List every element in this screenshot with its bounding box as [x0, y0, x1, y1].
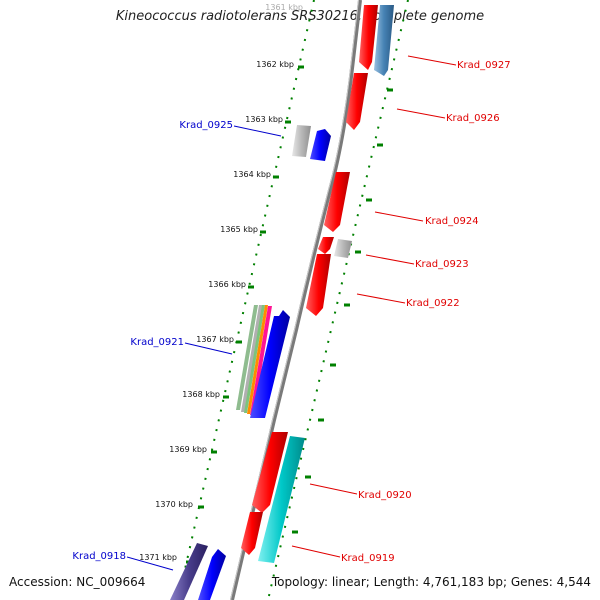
gene-arrow[interactable] — [198, 549, 226, 600]
gene-arrow[interactable] — [318, 237, 334, 254]
gene-arrow[interactable] — [236, 305, 258, 410]
gene-arrow[interactable] — [244, 305, 265, 413]
gene-arrow[interactable] — [247, 305, 268, 414]
minus-strand-genes — [170, 125, 331, 600]
scale-label: 1370 kbp — [155, 500, 193, 509]
gene-label[interactable]: Krad_0919 — [341, 553, 395, 564]
gene-arrow[interactable] — [334, 239, 352, 258]
scale-label: 1363 kbp — [245, 115, 283, 124]
scale-label: 1369 kbp — [169, 445, 207, 454]
gene-arrow[interactable] — [310, 129, 331, 161]
gene-arrow[interactable] — [374, 5, 394, 76]
scale-labels: 1361 kbp 1362 kbp 1363 kbp 1364 kbp 1365… — [139, 3, 303, 562]
gene-label[interactable]: Krad_0926 — [446, 113, 500, 124]
scale-label: 1362 kbp — [256, 60, 294, 69]
minus-label-leaders — [126, 125, 282, 571]
gene-arrow[interactable] — [346, 73, 368, 130]
scale-label: 1371 kbp — [139, 553, 177, 562]
gene-arrow[interactable] — [359, 5, 378, 70]
scale-label: 1361 kbp — [265, 3, 303, 12]
scale-label: 1367 kbp — [196, 335, 234, 344]
minus-gene-labels: Krad_0925 Krad_0921 Krad_0918 — [72, 120, 233, 562]
gene-label[interactable]: Krad_0920 — [358, 490, 412, 501]
gene-arrow[interactable] — [306, 254, 331, 316]
scale-label: 1366 kbp — [208, 280, 246, 289]
gene-label[interactable]: Krad_0927 — [457, 60, 511, 71]
gene-label[interactable]: Krad_0925 — [179, 120, 233, 131]
gene-arrow[interactable] — [252, 432, 288, 513]
gene-label[interactable]: Krad_0921 — [130, 337, 184, 348]
gene-arrow[interactable] — [324, 172, 350, 232]
genome-stats: Topology: linear; Length: 4,761,183 bp; … — [271, 575, 591, 589]
gene-arrow[interactable] — [241, 305, 263, 412]
plus-label-leaders — [291, 55, 457, 558]
left-scale-track — [177, 0, 315, 600]
gene-arrow[interactable] — [250, 306, 272, 415]
gene-arrow[interactable] — [258, 436, 305, 563]
gene-label[interactable]: Krad_0918 — [72, 551, 126, 562]
accession-text: Accession: NC_009664 — [9, 575, 146, 589]
scale-label: 1364 kbp — [233, 170, 271, 179]
gene-arrow[interactable] — [250, 310, 290, 418]
gene-label[interactable]: Krad_0923 — [415, 259, 469, 270]
gene-label[interactable]: Krad_0924 — [425, 216, 479, 227]
plus-gene-labels: Krad_0927 Krad_0926 Krad_0924 Krad_0923 … — [341, 60, 511, 564]
gene-arrow[interactable] — [292, 125, 311, 157]
gene-arrow[interactable] — [170, 543, 208, 600]
scale-label: 1368 kbp — [182, 390, 220, 399]
genome-backbone — [230, 0, 362, 600]
scale-label: 1365 kbp — [220, 225, 258, 234]
plus-strand-genes — [241, 5, 394, 563]
gene-arrow[interactable] — [241, 512, 263, 555]
gene-label[interactable]: Krad_0922 — [406, 298, 460, 309]
